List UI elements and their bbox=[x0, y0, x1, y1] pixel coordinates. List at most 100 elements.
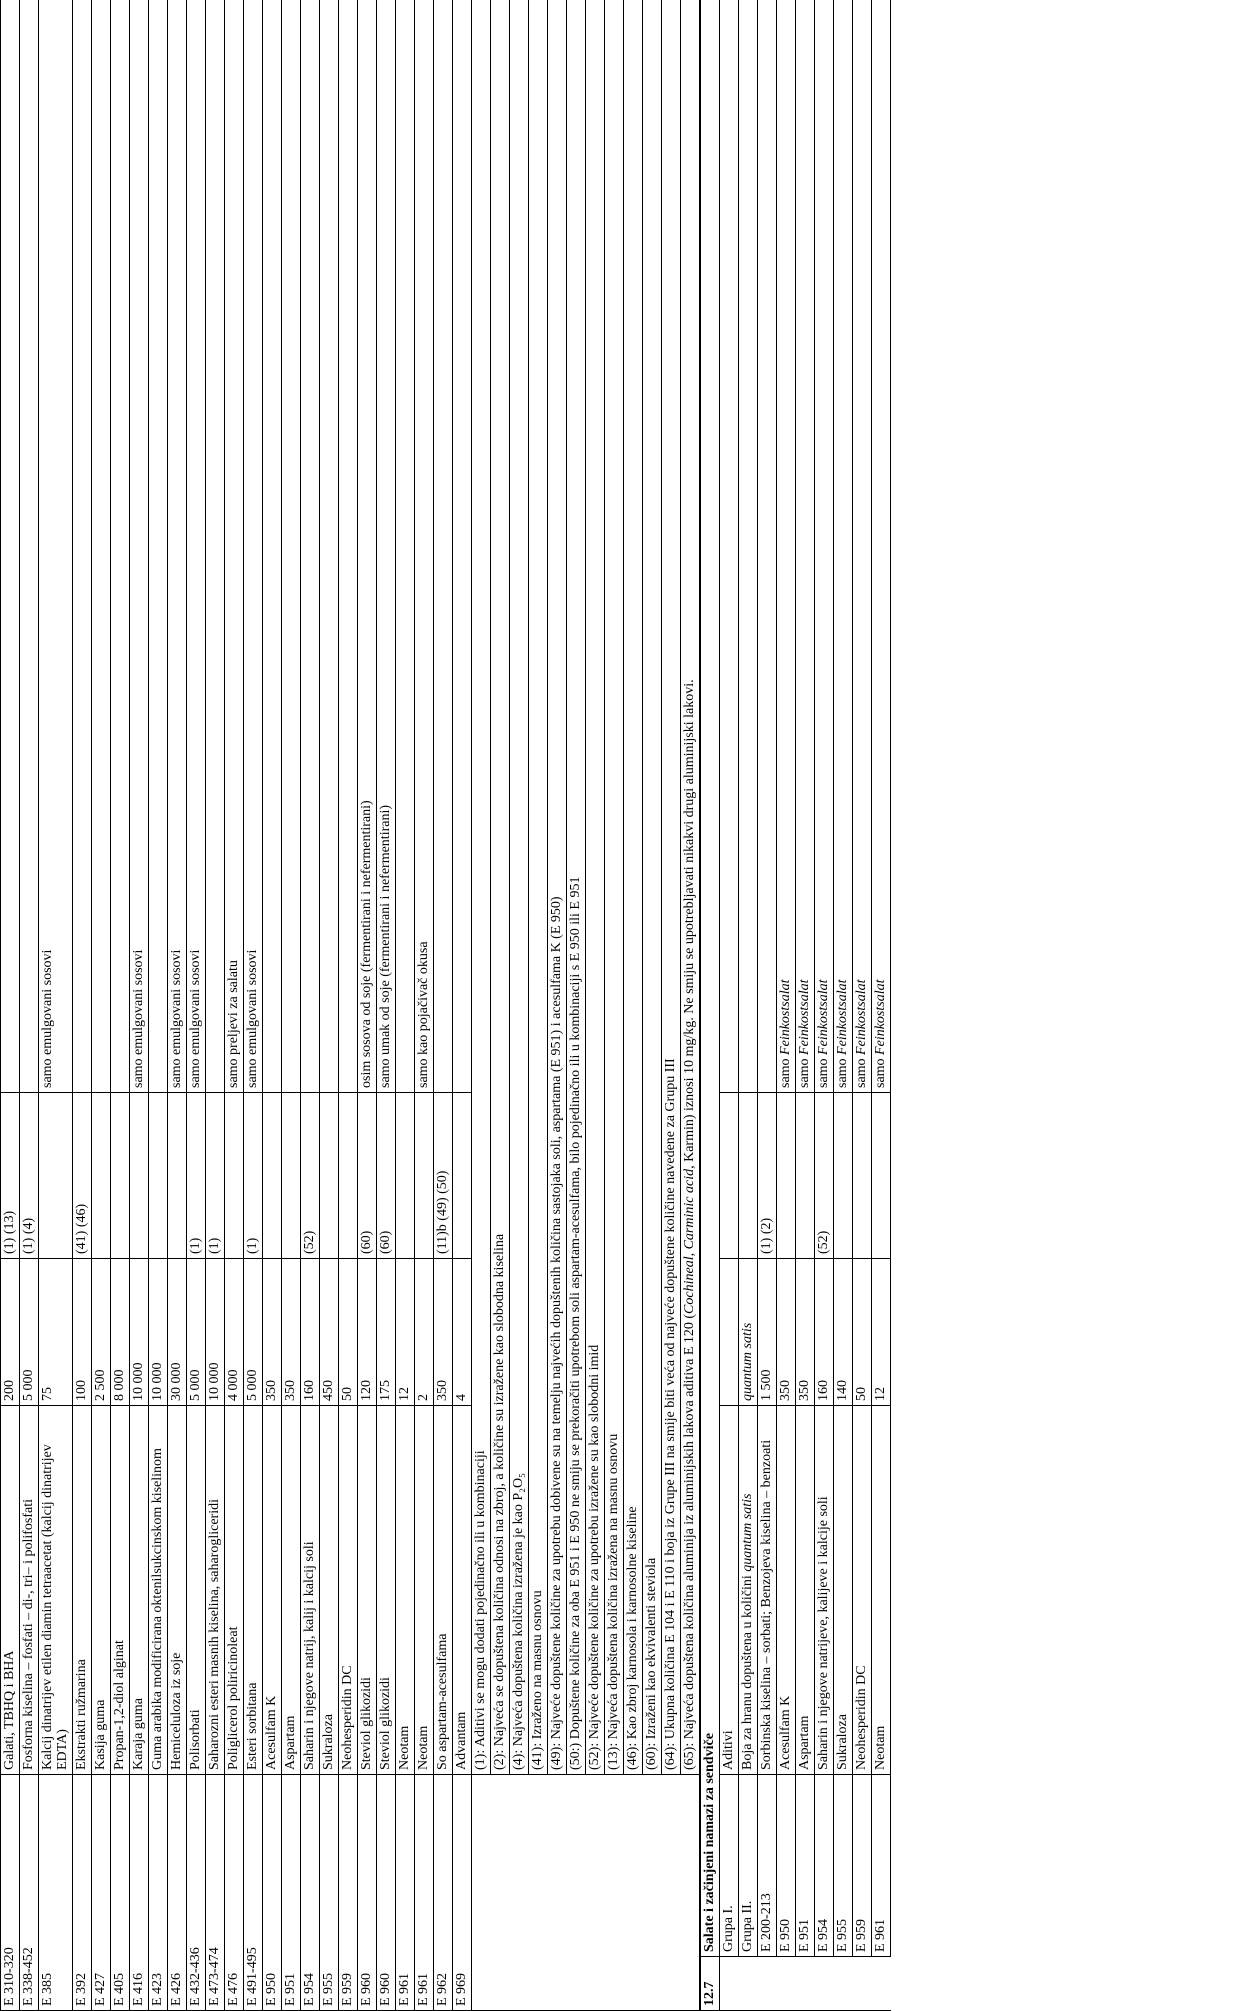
cell-text: (52) bbox=[302, 1230, 317, 1254]
cell-text: E 960 bbox=[359, 1972, 374, 2006]
cell-text: (1): Aditivi se mogu dodati pojedinačno … bbox=[473, 1450, 488, 1770]
cell-references: (1) (13) bbox=[0, 1092, 20, 1259]
cell-restriction bbox=[0, 0, 20, 1093]
cell-text: Galati, TBHQ i BHA bbox=[2, 1650, 17, 1770]
cell-text: E 427 bbox=[93, 1972, 108, 2006]
cell-text: 12.7 bbox=[702, 1981, 717, 2007]
cell-text: E 423 bbox=[150, 1972, 165, 2006]
cell-text: E 338-452 bbox=[21, 1947, 36, 2006]
cell-code: E 416 bbox=[129, 1774, 149, 2011]
cell-text: Boja za hranu dopuštena u količini bbox=[740, 1571, 755, 1770]
cell-text: E 473-474 bbox=[207, 1947, 222, 2006]
cell-restriction: samo Feinkostsalat bbox=[833, 0, 853, 1093]
cell-text: samo bbox=[873, 1054, 888, 1088]
empty-cell bbox=[738, 1956, 758, 2011]
cell-italic: quantum satis bbox=[740, 1322, 755, 1401]
footnote-row: (4): Najveća dopuštena količina izražena… bbox=[509, 0, 529, 2011]
cell-references: (11)b (49) (50) bbox=[433, 1092, 453, 1259]
cell-code: E 473-474 bbox=[205, 1774, 225, 2011]
cell-text: 8 000 bbox=[112, 1369, 127, 1402]
table-row: E 959 Neohesperidin DC 50 bbox=[338, 0, 358, 2011]
cell-restriction: osim sosova od soje (fermentirani i nefe… bbox=[357, 0, 377, 1093]
cell-text: Guma arabika modificirana oktenilsukcins… bbox=[150, 1448, 165, 1770]
empty-cell bbox=[585, 1774, 605, 2011]
category-number: 12.7 bbox=[700, 1956, 720, 2011]
footnote-row: (46): Kao zbroj karnosola i karnosolne k… bbox=[623, 0, 643, 2011]
cell-name: Aditivi bbox=[719, 1405, 739, 1775]
cell-name: Advantam bbox=[452, 1405, 472, 1775]
cell-name: Sorbinska kiselina – sorbati; Benzojeva … bbox=[757, 1405, 777, 1775]
cell-restriction: samo Feinkostsalat bbox=[871, 0, 891, 1093]
cell-text: Poliglicerol poliricinoleat bbox=[226, 1626, 241, 1770]
table-row: E 338-452 Fosforna kiselina – fosfati – d… bbox=[19, 0, 39, 2011]
cell-text: Acesulfam K bbox=[264, 1695, 279, 1770]
table-row: E 961 Neotam 12 samo Feinkostsalat bbox=[871, 0, 891, 2011]
table-row: E 426 Hemiceluloza iz soje 30 000 samo emul… bbox=[167, 0, 187, 2011]
cell-text: Salate i začinjeni namazi za sendviče bbox=[702, 1733, 717, 1952]
cell-amount: 4 bbox=[452, 1258, 472, 1406]
cell-amount: 10 000 bbox=[148, 1258, 168, 1406]
cell-italic: Cochineal, Carminic acid, bbox=[682, 1165, 697, 1314]
cell-text: E 961 bbox=[416, 1972, 431, 2006]
cell-name: Neohesperidin DC bbox=[338, 1405, 358, 1775]
cell-text: (1) bbox=[207, 1237, 222, 1254]
table-row: E 954 Saharin i njegove natrijeve, kalije… bbox=[814, 0, 834, 2011]
cell-name: Neotam bbox=[395, 1405, 415, 1775]
cell-text: E 960 bbox=[378, 1972, 393, 2006]
cell-amount: 12 bbox=[871, 1258, 891, 1406]
cell-text: E 200-213 bbox=[759, 1893, 774, 1952]
table-row: E 385 Kalcij dinatrijev etilen diamin tet… bbox=[38, 0, 73, 2011]
cell-text: (4): Najveća dopuštena količina izražena… bbox=[511, 1472, 526, 1770]
cell-text: samo emulgovani sosovi bbox=[169, 949, 184, 1088]
cell-text: 160 bbox=[302, 1380, 317, 1401]
cell-references: (1) bbox=[186, 1092, 206, 1259]
empty-cell bbox=[642, 1774, 662, 2011]
cell-restriction: samo emulgovani sosovi bbox=[167, 0, 187, 1093]
cell-text: E 416 bbox=[131, 1972, 146, 2006]
empty-cell bbox=[604, 1774, 624, 2011]
cell-restriction: samo Feinkostsalat bbox=[795, 0, 815, 1093]
table-row: E 427 Kasija guma 2 500 bbox=[91, 0, 111, 2011]
footnote-row: (2): Najveća se dopuštena količina odnos… bbox=[490, 0, 510, 2011]
cell-text: E 392 bbox=[74, 1972, 89, 2006]
cell-amount: 75 bbox=[38, 1258, 73, 1406]
footnote-row: (49): Najveće dopuštene količine za upot… bbox=[547, 0, 567, 2011]
empty-cell bbox=[471, 1774, 491, 2011]
footnote: (46): Kao zbroj karnosola i karnosolne k… bbox=[623, 0, 643, 1775]
table-row: E 951 Aspartam 350 samo Feinkostsalat bbox=[795, 0, 815, 2011]
cell-italic: Feinkostsalat bbox=[854, 979, 869, 1055]
cell-code: E 426 bbox=[167, 1774, 187, 2011]
cell-text: Propan-1,2-diol alginat bbox=[112, 1640, 127, 1770]
cell-code: E 961 bbox=[871, 1774, 891, 1957]
cell-amount: 120 bbox=[357, 1258, 377, 1406]
cell-references bbox=[795, 1092, 815, 1259]
cell-code: E 392 bbox=[72, 1774, 92, 2011]
cell-references bbox=[833, 1092, 853, 1259]
cell-references: (1) (2) bbox=[757, 1092, 777, 1259]
cell-text: Aspartam bbox=[797, 1715, 812, 1770]
table-row: Grupa II. Boja za hranu dopuštena u količ… bbox=[738, 0, 758, 2011]
cell-name: Polisorbati bbox=[186, 1405, 206, 1775]
cell-references bbox=[129, 1092, 149, 1259]
cell-text: E 959 bbox=[854, 1918, 869, 1952]
cell-name: Sukraloza bbox=[319, 1405, 339, 1775]
cell-amount: 450 bbox=[319, 1258, 339, 1406]
cell-code: E 950 bbox=[776, 1774, 796, 1957]
cell-text: (1) (4) bbox=[21, 1217, 36, 1254]
empty-cell bbox=[566, 1774, 586, 2011]
cell-references bbox=[281, 1092, 301, 1259]
cell-amount: 200 bbox=[0, 1258, 20, 1406]
cell-text: Ekstrakti ružmarina bbox=[74, 1659, 89, 1770]
cell-text: Neotam bbox=[397, 1725, 412, 1770]
footnote: (65): Najveća dopuštena količina alumini… bbox=[680, 0, 700, 1775]
cell-text: E 950 bbox=[778, 1918, 793, 1952]
cell-references bbox=[319, 1092, 339, 1259]
table-row: E 423 Guma arabika modificirana oktenilsu… bbox=[148, 0, 168, 2011]
cell-text: (46): Kao zbroj karnosola i karnosolne k… bbox=[625, 1506, 640, 1770]
cell-text: 160 bbox=[816, 1380, 831, 1401]
cell-amount bbox=[719, 1258, 739, 1406]
cell-name: Saharin i njegove natrijeve, kalijeve i … bbox=[814, 1405, 834, 1775]
cell-text: 12 bbox=[873, 1387, 888, 1401]
cell-text: E 959 bbox=[340, 1972, 355, 2006]
